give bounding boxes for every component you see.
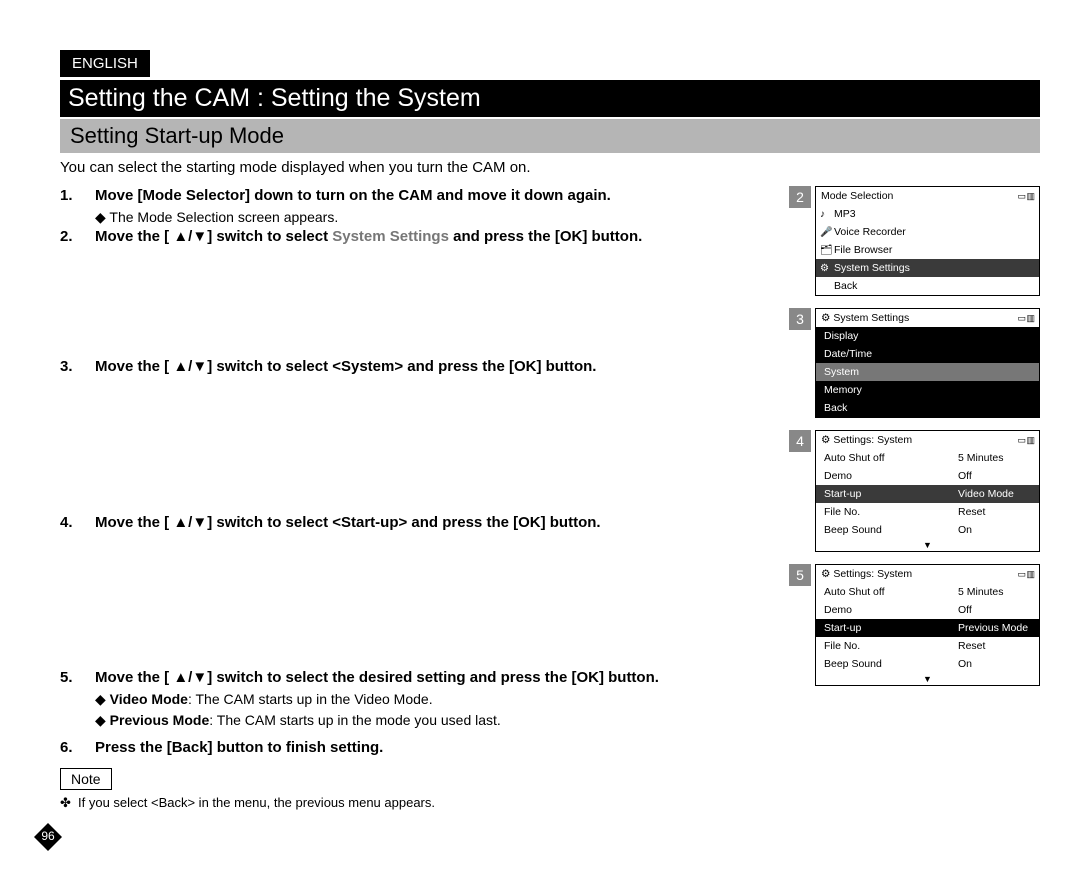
menu-item-value: Video Mode: [954, 486, 1034, 502]
menu-item-label: Back: [834, 280, 1034, 292]
menu-item-label: Demo: [824, 470, 954, 482]
step-item: Move the [ ▲/▼] switch to select System …: [60, 227, 800, 247]
menu-item-icon: 🎤: [820, 227, 832, 238]
screen-step-number: 2: [789, 186, 811, 208]
menu-item-label: Date/Time: [824, 348, 1034, 360]
battery-icon: ▭ ▥: [1017, 569, 1034, 580]
screen-header: Mode Selection▭ ▥: [816, 187, 1039, 205]
menu-item[interactable]: Back: [816, 399, 1039, 417]
device-screen: 3⚙ System Settings▭ ▥DisplayDate/TimeSys…: [815, 308, 1040, 418]
step-main-text: Move the [ ▲/▼] switch to select System …: [95, 227, 800, 247]
menu-item-value: 5 Minutes: [954, 586, 1034, 598]
menu-item[interactable]: ♪ MP3: [816, 205, 1039, 223]
menu-item[interactable]: DemoOff: [816, 467, 1039, 485]
menu-item-label: System Settings: [834, 262, 1034, 274]
menu-item-icon: ⚙: [820, 263, 829, 274]
page-number-badge: 96: [33, 822, 63, 852]
screenshots-column: 2Mode Selection▭ ▥♪MP3🎤Voice Recorder🗂Fi…: [815, 186, 1040, 810]
menu-item[interactable]: Date/Time: [816, 345, 1039, 363]
instructions-column: Move [Mode Selector] down to turn on the…: [60, 186, 815, 810]
battery-icon: ▭ ▥: [1017, 313, 1034, 324]
menu-item-icon: 🗂: [820, 245, 833, 256]
menu-item[interactable]: DemoOff: [816, 601, 1039, 619]
menu-item-value: On: [954, 658, 1034, 670]
step-item: Move the [ ▲/▼] switch to select <System…: [60, 357, 800, 377]
menu-item[interactable]: Start-upPrevious Mode: [816, 619, 1039, 637]
step-sub-point: Previous Mode: The CAM starts up in the …: [95, 711, 800, 730]
scroll-down-icon: ▼: [816, 539, 1039, 551]
steps-list: Move [Mode Selector] down to turn on the…: [60, 186, 800, 758]
step-item: Press the [Back] button to finish settin…: [60, 738, 800, 758]
menu-item-label: MP3: [834, 208, 1034, 220]
battery-icon: ▭ ▥: [1017, 435, 1034, 446]
screen-header: ⚙ System Settings▭ ▥: [816, 309, 1039, 327]
menu-item[interactable]: Memory: [816, 381, 1039, 399]
screen-step-number: 4: [789, 430, 811, 452]
step-sub-point: The Mode Selection screen appears.: [95, 208, 800, 227]
menu-item[interactable]: Display: [816, 327, 1039, 345]
page-title: Setting the CAM : Setting the System: [60, 80, 1040, 117]
menu-item-label: Voice Recorder: [834, 226, 1034, 238]
step-main-text: Move [Mode Selector] down to turn on the…: [95, 186, 800, 206]
menu-item-label: Display: [824, 330, 1034, 342]
menu-item[interactable]: Beep SoundOn: [816, 655, 1039, 673]
step-item: Move [Mode Selector] down to turn on the…: [60, 186, 800, 227]
step-item: Move the [ ▲/▼] switch to select the des…: [60, 668, 800, 730]
menu-item[interactable]: Beep SoundOn: [816, 521, 1039, 539]
step-main-text: Move the [ ▲/▼] switch to select the des…: [95, 668, 800, 688]
menu-item-value: Reset: [954, 506, 1034, 518]
menu-item-label: Demo: [824, 604, 954, 616]
menu-item[interactable]: Start-upVideo Mode: [816, 485, 1039, 503]
menu-item-value: Off: [954, 604, 1034, 616]
menu-item-label: Auto Shut off: [824, 586, 954, 598]
menu-item-label: Beep Sound: [824, 658, 954, 670]
page-subtitle: Setting Start-up Mode: [60, 119, 1040, 153]
intro-text: You can select the starting mode display…: [60, 159, 1040, 176]
menu-item-value: Previous Mode: [954, 620, 1034, 636]
menu-item-value: Off: [954, 470, 1034, 482]
menu-item-label: File Browser: [834, 244, 1034, 256]
menu-item-value: On: [954, 524, 1034, 536]
scroll-down-icon: ▼: [816, 673, 1039, 685]
step-main-text: Press the [Back] button to finish settin…: [95, 738, 800, 758]
menu-item-value: Reset: [954, 640, 1034, 652]
menu-item-value: 5 Minutes: [954, 452, 1034, 464]
screen-step-number: 5: [789, 564, 811, 586]
menu-item[interactable]: File No.Reset: [816, 503, 1039, 521]
menu-item[interactable]: Auto Shut off5 Minutes: [816, 583, 1039, 601]
menu-item-label: Memory: [824, 384, 1034, 396]
menu-item-label: Auto Shut off: [824, 452, 954, 464]
menu-item-label: Beep Sound: [824, 524, 954, 536]
battery-icon: ▭ ▥: [1017, 191, 1034, 202]
note-line: If you select <Back> in the menu, the pr…: [60, 795, 800, 810]
menu-item-label: File No.: [824, 506, 954, 518]
note-label: Note: [60, 768, 112, 790]
step-main-text: Move the [ ▲/▼] switch to select <Start-…: [95, 513, 800, 533]
menu-item[interactable]: Back: [816, 277, 1039, 295]
menu-item-label: Start-up: [824, 488, 954, 500]
menu-item-label: System: [824, 366, 1034, 378]
step-main-text: Move the [ ▲/▼] switch to select <System…: [95, 357, 800, 377]
screen-header: ⚙ Settings: System▭ ▥: [816, 565, 1039, 583]
language-label: ENGLISH: [60, 50, 150, 77]
menu-item-label: Back: [824, 402, 1034, 414]
menu-item-label: File No.: [824, 640, 954, 652]
screen-step-number: 3: [789, 308, 811, 330]
menu-item[interactable]: Auto Shut off5 Minutes: [816, 449, 1039, 467]
menu-item[interactable]: System: [816, 363, 1039, 381]
menu-item[interactable]: 🗂File Browser: [816, 241, 1039, 259]
device-screen: 5⚙ Settings: System▭ ▥Auto Shut off5 Min…: [815, 564, 1040, 686]
device-screen: 4⚙ Settings: System▭ ▥Auto Shut off5 Min…: [815, 430, 1040, 552]
device-screen: 2Mode Selection▭ ▥♪MP3🎤Voice Recorder🗂Fi…: [815, 186, 1040, 296]
menu-item[interactable]: File No.Reset: [816, 637, 1039, 655]
step-sub-point: Video Mode: The CAM starts up in the Vid…: [95, 690, 800, 709]
menu-item-label: Start-up: [824, 622, 954, 634]
screen-header: ⚙ Settings: System▭ ▥: [816, 431, 1039, 449]
menu-item[interactable]: 🎤Voice Recorder: [816, 223, 1039, 241]
menu-item-icon: ♪: [820, 209, 825, 220]
menu-item[interactable]: ⚙ System Settings: [816, 259, 1039, 277]
step-item: Move the [ ▲/▼] switch to select <Start-…: [60, 513, 800, 533]
